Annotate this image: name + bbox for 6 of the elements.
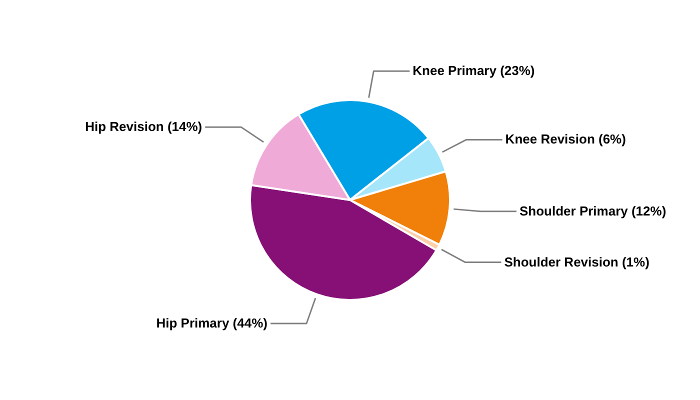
slice-label: Hip Primary (44%) [156, 316, 268, 331]
slice-label: Knee Primary (23%) [412, 63, 535, 78]
slice-label: Hip Revision (14%) [85, 119, 202, 134]
slice-label: Knee Revision (6%) [505, 132, 626, 147]
slice-label: Shoulder Revision (1%) [504, 254, 650, 270]
slice-label: Shoulder Primary (12%) [520, 203, 666, 218]
